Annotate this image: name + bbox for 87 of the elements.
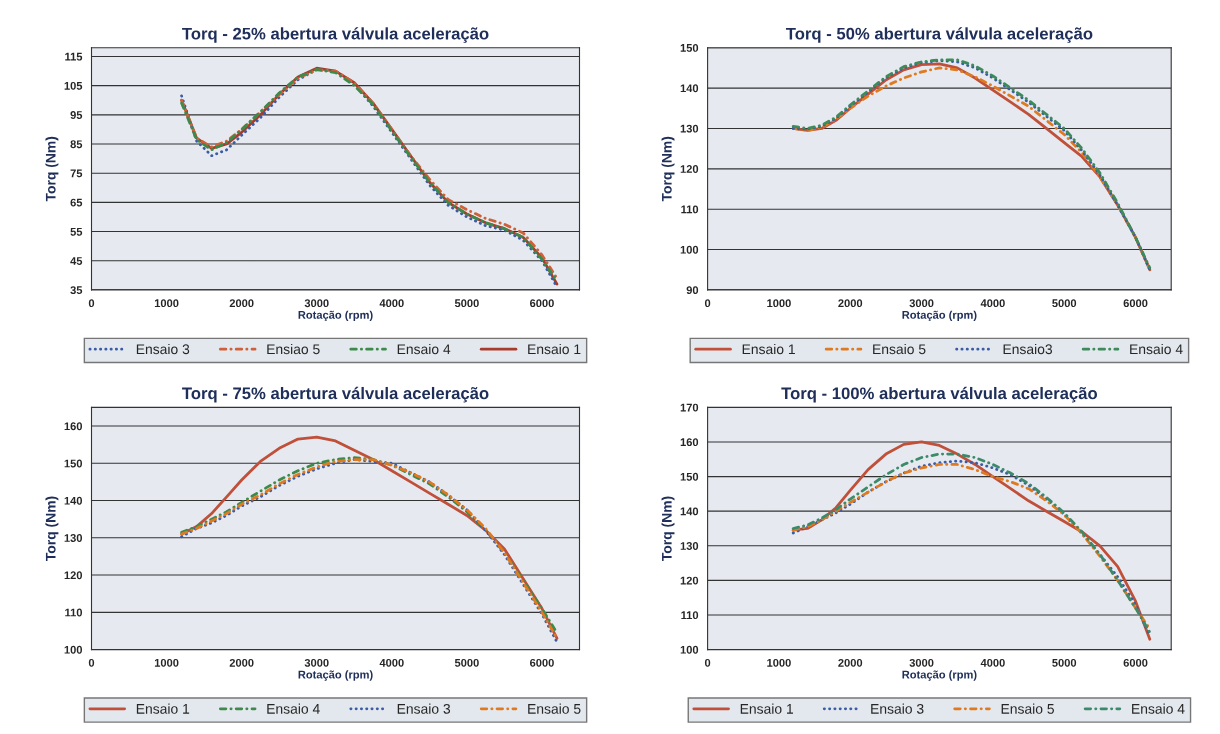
y-tick-label: 160 [64, 422, 83, 431]
y-axis-title: Torq (Nm) [45, 136, 59, 202]
legend-label: Ensaio 5 [528, 703, 581, 714]
y-tick-label: 85 [70, 140, 83, 149]
y-tick-label: 150 [64, 459, 83, 468]
x-tick-label: 2000 [229, 658, 254, 667]
x-tick-label: 6000 [530, 299, 554, 308]
legend-label: Ensaio 4 [1132, 703, 1185, 714]
y-tick-label: 120 [680, 576, 699, 585]
y-tick-label: 110 [681, 205, 699, 214]
y-axis-title: Torq (Nm) [661, 136, 675, 202]
x-tick-label: 5000 [454, 299, 479, 308]
y-tick-label: 115 [65, 52, 83, 61]
y-tick-label: 100 [680, 245, 699, 254]
y-tick-label: 90 [686, 286, 699, 295]
x-tick-label: 5000 [1052, 299, 1077, 308]
y-tick-label: 160 [680, 438, 699, 447]
y-tick-label: 150 [680, 43, 699, 52]
x-tick-label: 0 [704, 299, 711, 308]
y-tick-label: 100 [64, 645, 83, 654]
x-tick-label: 0 [704, 658, 711, 667]
x-tick-label: 1000 [154, 658, 179, 667]
y-tick-label: 140 [680, 507, 699, 516]
y-tick-label: 120 [680, 165, 699, 173]
legend-label: Ensaio3 [1003, 343, 1053, 355]
legend-label: Ensaio 1 [136, 703, 190, 714]
y-tick-label: 130 [680, 542, 699, 550]
y-tick-label: 35 [70, 286, 83, 295]
y-axis-title: Torq (Nm) [661, 496, 675, 561]
legend-label: Ensaio 5 [873, 343, 926, 355]
x-axis-title: Rotação (rpm) [902, 670, 977, 681]
legend-label: Ensaio 5 [1001, 703, 1054, 714]
y-tick-label: 75 [70, 169, 83, 178]
x-tick-label: 4000 [379, 299, 404, 308]
y-tick-label: 105 [64, 81, 83, 90]
x-tick-label: 2000 [838, 658, 863, 667]
x-tick-label: 5000 [1052, 658, 1077, 667]
x-tick-label: 5000 [454, 658, 479, 667]
legend-label: Ensaio 1 [742, 343, 795, 355]
chart-title: Torq - 25% abertura válvula aceleração [182, 27, 489, 43]
x-tick-label: 1000 [154, 299, 179, 308]
chart-title: Torq - 100% abertura válvula aceleração [781, 386, 1098, 403]
x-tick-label: 6000 [1123, 658, 1148, 667]
x-axis-title: Rotação (rpm) [298, 310, 373, 322]
legend-label: Ensaio 3 [397, 703, 451, 714]
legend-label: Ensiao 5 [267, 343, 320, 355]
x-tick-label: 2000 [838, 299, 863, 308]
chart-title: Torq - 75% abertura válvula aceleração [182, 386, 489, 403]
x-tick-label: 0 [88, 299, 95, 308]
x-tick-label: 3000 [304, 299, 329, 308]
x-tick-label: 6000 [1123, 299, 1148, 308]
x-tick-label: 6000 [530, 658, 554, 667]
x-tick-label: 3000 [304, 658, 329, 667]
y-tick-label: 55 [70, 227, 83, 236]
y-tick-label: 110 [681, 611, 699, 620]
x-tick-label: 1000 [767, 299, 791, 308]
y-tick-label: 130 [64, 534, 83, 542]
x-tick-label: 4000 [980, 658, 1005, 667]
x-tick-label: 0 [88, 658, 95, 667]
y-tick-label: 120 [64, 571, 83, 580]
legend-label: Ensaio 3 [136, 343, 190, 355]
y-tick-label: 110 [65, 608, 83, 617]
legend-label: Ensaio 3 [871, 703, 924, 714]
y-tick-label: 170 [680, 403, 699, 412]
legend-label: Ensaio 1 [740, 703, 794, 714]
y-tick-label: 140 [64, 496, 83, 505]
y-tick-label: 45 [70, 257, 83, 265]
chart-title: Torq - 50% abertura válvula aceleração [785, 27, 1093, 43]
y-axis-title: Torq (Nm) [45, 496, 59, 561]
x-tick-label: 4000 [379, 658, 404, 667]
legend-label: Ensaio 4 [1130, 343, 1183, 355]
x-tick-label: 4000 [980, 299, 1005, 308]
x-tick-label: 2000 [229, 299, 254, 308]
y-tick-label: 65 [70, 198, 83, 207]
y-tick-label: 130 [680, 124, 699, 133]
y-tick-label: 95 [70, 111, 83, 119]
y-tick-label: 140 [680, 84, 699, 93]
x-tick-label: 3000 [909, 299, 934, 308]
y-tick-label: 150 [680, 472, 699, 481]
legend-label: Ensaio 4 [397, 343, 451, 355]
y-tick-label: 100 [680, 645, 699, 654]
x-axis-title: Rotação (rpm) [298, 670, 373, 681]
legend-label: Ensaio 1 [528, 343, 581, 355]
x-axis-title: Rotação (rpm) [902, 310, 977, 322]
legend-label: Ensaio 4 [267, 703, 320, 714]
x-tick-label: 1000 [767, 658, 791, 667]
x-tick-label: 3000 [909, 658, 934, 667]
